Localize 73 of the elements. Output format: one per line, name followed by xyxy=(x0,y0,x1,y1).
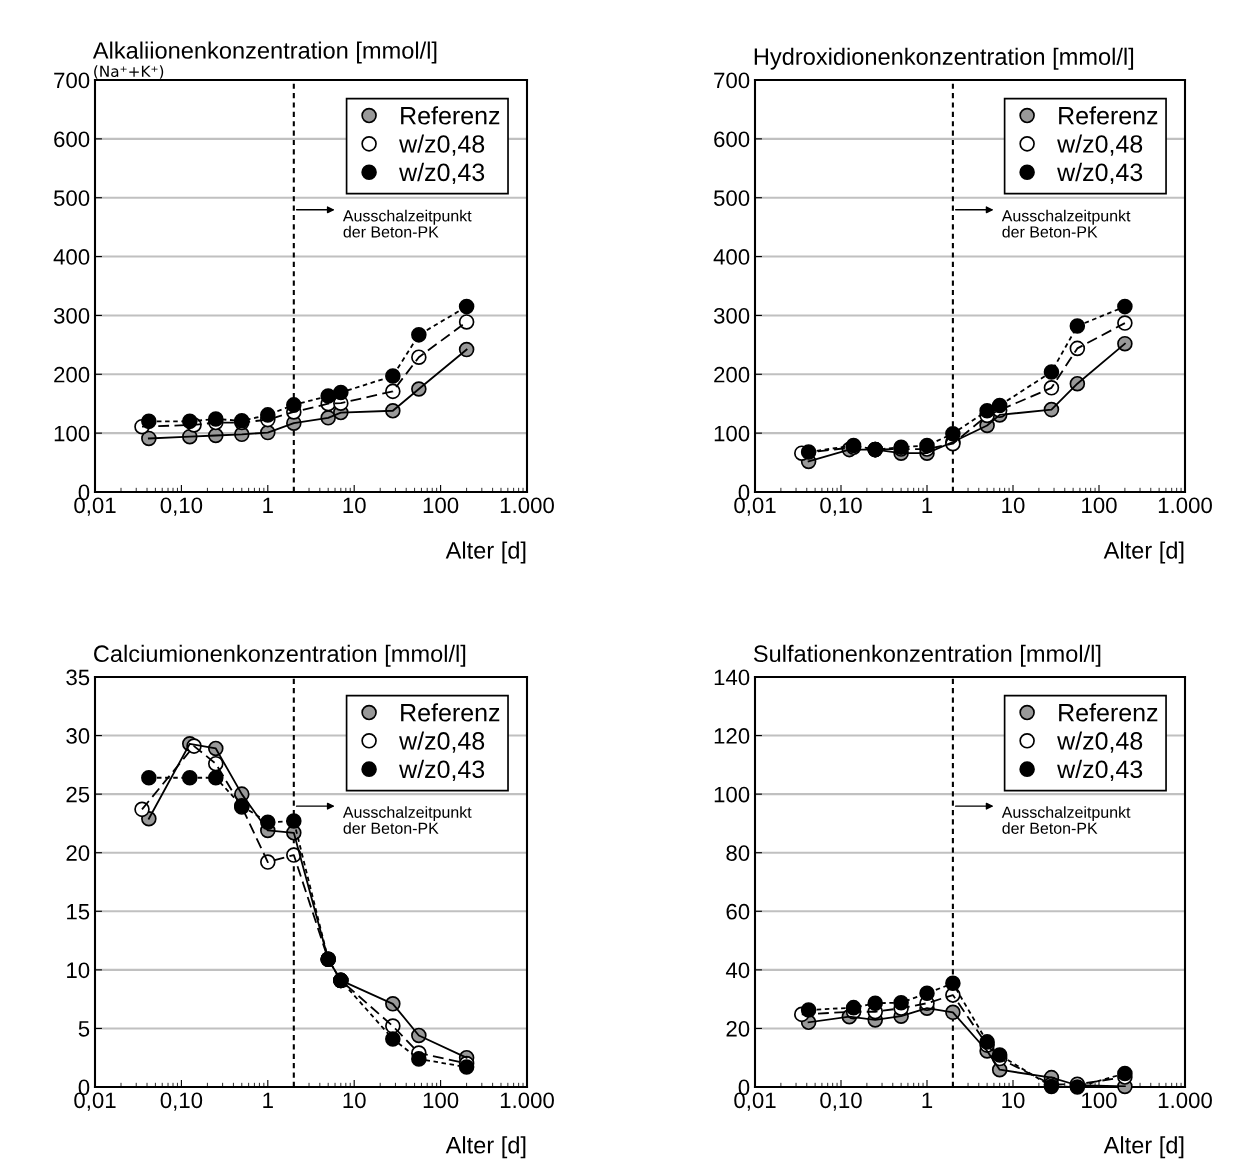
y-tick-label: 120 xyxy=(714,728,750,744)
x-tick-label: 10 xyxy=(1002,497,1025,514)
legend-label: w/z0,43 xyxy=(1057,759,1143,782)
x-tick-label: 100 xyxy=(1082,1092,1117,1109)
ref-line-label: Ausschalzeitpunkt der Beton-PK xyxy=(1001,806,1131,834)
legend-label: w/z0,48 xyxy=(399,134,485,156)
y-tick-label: 700 xyxy=(714,72,750,89)
legend-label: Referenz xyxy=(401,106,500,125)
y-tick-label: 40 xyxy=(725,962,750,979)
chart-title: Hydroxidionenkonzentration [mmol/l] xyxy=(754,47,1134,70)
x-tick-label: 1 xyxy=(263,497,273,513)
y-tick-label: 300 xyxy=(53,307,90,324)
y-tick-label: 5 xyxy=(78,1021,90,1037)
y-tick-label: 500 xyxy=(53,190,90,206)
y-tick-label: 20 xyxy=(66,845,90,861)
legend-label: w/z0,43 xyxy=(399,162,485,185)
y-tick-label: 80 xyxy=(726,845,750,861)
chart-title: Alkaliionenkonzentration [mmol/l] xyxy=(92,41,437,64)
y-tick-label: 400 xyxy=(713,249,750,265)
y-tick-label: 200 xyxy=(714,366,750,383)
x-tick-label: 1.000 xyxy=(1158,497,1212,514)
x-tick-label: 100 xyxy=(423,1092,459,1109)
y-tick-label: 400 xyxy=(53,249,90,265)
legend-label: w/z0,48 xyxy=(1057,731,1143,753)
y-tick-label: 60 xyxy=(726,903,750,920)
x-tick-label: 1.000 xyxy=(1158,1092,1212,1109)
y-tick-label: 10 xyxy=(67,962,90,979)
x-tick-label: 10 xyxy=(1002,1092,1025,1109)
legend-label: Referenz xyxy=(401,703,500,722)
x-axis-title: Alter [d] xyxy=(445,1136,526,1159)
y-tick-label: 500 xyxy=(713,190,750,206)
y-tick-label: 25 xyxy=(66,786,90,803)
x-tick-label: 1 xyxy=(922,497,933,513)
y-tick-label: 700 xyxy=(54,72,90,89)
x-tick-label: 1 xyxy=(263,1092,273,1108)
y-tick-label: 15 xyxy=(67,904,90,920)
legend-label: w/z0,43 xyxy=(399,759,485,782)
x-tick-label: 0,10 xyxy=(160,497,203,516)
chart-title: Sulfationenkonzentration [mmol/l] xyxy=(753,644,1101,667)
y-tick-label: 600 xyxy=(714,131,750,148)
x-tick-label: 0,10 xyxy=(160,1092,203,1111)
x-axis-title: Alter [d] xyxy=(1103,1136,1184,1159)
y-tick-label: 30 xyxy=(66,728,90,744)
x-tick-label: 100 xyxy=(1082,497,1117,514)
x-tick-label: 10 xyxy=(343,497,366,514)
x-axis-title: Alter [d] xyxy=(1103,541,1184,564)
y-tick-label: 200 xyxy=(54,366,90,383)
ref-line-label: Ausschalzeitpunkt der Beton-PK xyxy=(1001,209,1131,238)
legend-label: Referenz xyxy=(1059,106,1158,125)
y-tick-label: 300 xyxy=(713,307,750,324)
x-tick-label: 1.000 xyxy=(500,1092,554,1109)
y-tick-label: 20 xyxy=(726,1020,750,1037)
x-tick-label: 0,10 xyxy=(820,1092,862,1111)
x-tick-label: 10 xyxy=(343,1092,366,1109)
legend-label: Referenz xyxy=(1059,703,1158,722)
y-tick-label: 100 xyxy=(54,425,90,442)
chart-title: Calciumionenkonzentration [mmol/l] xyxy=(94,644,466,667)
y-tick-label: 600 xyxy=(54,131,90,148)
y-tick-label: 35 xyxy=(66,669,90,686)
y-tick-label: 140 xyxy=(714,669,750,686)
x-axis-title: Alter [d] xyxy=(445,541,526,564)
x-tick-label: 1 xyxy=(922,1092,933,1108)
x-tick-label: 100 xyxy=(423,497,459,514)
legend-label: w/z0,43 xyxy=(1057,162,1143,185)
x-tick-label: 1.000 xyxy=(500,497,554,514)
y-tick-label: 100 xyxy=(714,786,750,803)
y-tick-label: 100 xyxy=(714,425,750,442)
ref-line-label: Ausschalzeitpunkt der Beton-PK xyxy=(342,806,472,834)
legend-label: w/z0,48 xyxy=(1057,134,1143,156)
legend-label: w/z0,48 xyxy=(399,731,485,753)
ref-line-label: Ausschalzeitpunkt der Beton-PK xyxy=(342,209,472,238)
x-tick-label: 0,10 xyxy=(820,497,862,516)
chart-subtitle: (Na⁺+K⁺) xyxy=(94,65,164,79)
